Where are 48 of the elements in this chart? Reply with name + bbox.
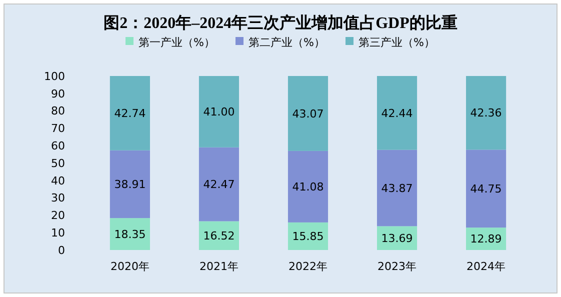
bar bbox=[376, 76, 418, 150]
bar bbox=[198, 221, 240, 250]
y-tick-label: 20 bbox=[51, 209, 65, 222]
bar bbox=[110, 76, 150, 150]
y-tick-label: 10 bbox=[51, 226, 65, 240]
bar bbox=[288, 150, 328, 222]
bar bbox=[110, 218, 150, 250]
bar bbox=[376, 150, 418, 226]
bar bbox=[288, 76, 328, 151]
bar bbox=[198, 147, 240, 222]
y-tick-label: 80 bbox=[51, 104, 65, 118]
y-tick-label: 50 bbox=[51, 156, 65, 170]
bar bbox=[466, 150, 506, 228]
bar bbox=[198, 76, 240, 148]
legend-label: 第二产业（%） bbox=[248, 36, 325, 49]
y-tick-label: 0 bbox=[58, 244, 65, 257]
data-label: 16.52 bbox=[203, 229, 235, 242]
data-label: 42.44 bbox=[381, 106, 413, 120]
data-label: 42.36 bbox=[470, 106, 502, 120]
data-label: 42.47 bbox=[203, 178, 235, 192]
chart-title: 图2：2020年–2024年三次产业增加值占GDP的比重 bbox=[104, 14, 458, 32]
bar bbox=[110, 150, 150, 218]
data-label: 12.89 bbox=[470, 232, 502, 246]
data-label: 43.87 bbox=[381, 182, 413, 195]
x-tick-label: 2020年 bbox=[110, 260, 150, 273]
data-label: 42.74 bbox=[114, 107, 146, 120]
x-tick-label: 2022年 bbox=[288, 260, 328, 273]
data-label: 38.91 bbox=[114, 178, 146, 192]
legend-label: 第三产业（%） bbox=[358, 36, 435, 49]
data-label: 18.35 bbox=[114, 228, 146, 241]
y-tick-label: 100 bbox=[44, 70, 65, 83]
y-tick-label: 90 bbox=[51, 87, 65, 100]
x-tick-label: 2024年 bbox=[466, 260, 506, 273]
x-tick-label: 2023年 bbox=[378, 260, 417, 273]
y-tick-label: 60 bbox=[51, 139, 65, 152]
x-tick-label: 2021年 bbox=[199, 260, 238, 273]
data-label: 15.85 bbox=[292, 230, 324, 244]
bar bbox=[288, 222, 328, 250]
data-label: 44.75 bbox=[470, 182, 502, 196]
legend-label: 第一产业（%） bbox=[138, 36, 215, 49]
y-tick-label: 30 bbox=[51, 192, 65, 205]
bar bbox=[466, 76, 506, 150]
data-label: 41.00 bbox=[203, 106, 235, 119]
y-tick-label: 40 bbox=[51, 174, 65, 188]
data-label: 43.07 bbox=[292, 107, 324, 120]
data-label: 13.69 bbox=[381, 232, 413, 245]
data-label: 41.08 bbox=[292, 180, 324, 194]
y-tick-label: 70 bbox=[51, 122, 65, 136]
